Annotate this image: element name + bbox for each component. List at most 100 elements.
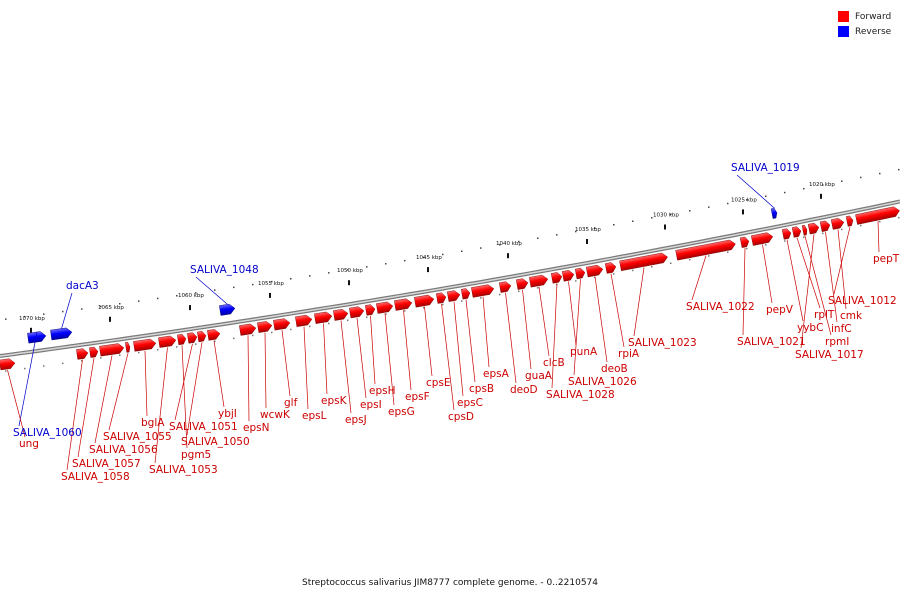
gene-label-deoD[interactable]: deoD	[510, 384, 538, 396]
gene-label-epsC[interactable]: epsC	[457, 397, 483, 409]
gene-arrow-glf[interactable]	[273, 318, 291, 331]
gene-arrow-rplT[interactable]	[791, 226, 802, 238]
gene-arrow-SALIVA_1019[interactable]	[770, 207, 778, 219]
gene-arrow-rpiA[interactable]	[604, 262, 617, 274]
gene-label-epsH[interactable]: epsH	[369, 385, 396, 397]
gene-label-cmk[interactable]: cmk	[840, 310, 863, 322]
gene-label-wcwK[interactable]: wcwK	[260, 409, 291, 421]
gene-label-SALIVA_1048[interactable]: SALIVA_1048	[190, 264, 259, 276]
gene-arrow-deoB[interactable]	[585, 264, 604, 278]
gene-label-epsL[interactable]: epsL	[302, 410, 327, 422]
gene-label-glf[interactable]: glf	[284, 397, 298, 409]
gene-label-infC[interactable]: infC	[831, 323, 852, 335]
gene-label-epsA[interactable]: epsA	[483, 368, 510, 380]
gene-label-epsG[interactable]: epsG	[388, 406, 415, 418]
gene-label-pgm5[interactable]: pgm5	[181, 449, 211, 461]
gene-label-SALIVA_1050[interactable]: SALIVA_1050	[181, 436, 250, 448]
gene-arrow-SALIVA_1017[interactable]	[807, 222, 820, 235]
gene-arrow-cpsE[interactable]	[414, 294, 435, 308]
gene-label-rpmI[interactable]: rpmI	[825, 336, 849, 348]
gene-label-SALIVA_1019[interactable]: SALIVA_1019	[731, 162, 800, 174]
gene-arrow-cpsB[interactable]	[460, 288, 471, 300]
gene-label-SALIVA_1017[interactable]: SALIVA_1017	[795, 349, 864, 361]
gene-label-SALIVA_1012[interactable]: SALIVA_1012	[828, 295, 897, 307]
gene-label-SALIVA_1056[interactable]: SALIVA_1056	[89, 444, 158, 456]
gene-arrow-cpsD[interactable]	[435, 292, 447, 304]
gene-label-rplT[interactable]: rplT	[814, 309, 835, 321]
gene-arrow-SALIVA_1057[interactable]	[89, 346, 99, 358]
gene-arrow-epsG[interactable]	[376, 301, 394, 314]
gene-arrow-epsK[interactable]	[314, 311, 333, 324]
gene-arrow-SALIVA_1058[interactable]	[76, 348, 89, 360]
gene-label-deoB[interactable]: deoB	[601, 363, 628, 375]
gene-arrow-SALIVA_1051[interactable]	[187, 332, 198, 344]
gene-label-epsF[interactable]: epsF	[405, 391, 430, 403]
gene-arrow-SALIVA_1026[interactable]	[574, 267, 586, 280]
gene-arrow-dacA3[interactable]	[50, 327, 73, 341]
gene-arrow-ybjI[interactable]	[207, 329, 221, 341]
gene-label-cpsE[interactable]: cpsE	[426, 377, 451, 389]
gene-arrow-epsL[interactable]	[295, 314, 313, 327]
gene-arrow-ung[interactable]	[0, 358, 16, 371]
gene-label-bglA[interactable]: bglA	[141, 417, 165, 429]
gene-arrow-cmk[interactable]	[830, 217, 845, 230]
gene-label-pepV[interactable]: pepV	[766, 304, 794, 316]
gene-arrow-epsN[interactable]	[239, 323, 257, 336]
gene-label-SALIVA_1060[interactable]: SALIVA_1060	[13, 427, 82, 439]
gene-label-epsI[interactable]: epsI	[360, 399, 382, 411]
gene-arrow-SALIVA_1023[interactable]	[619, 252, 668, 271]
gene-arrow-SALIVA_1050[interactable]	[197, 331, 207, 343]
gene-arrow-epsJ[interactable]	[333, 308, 349, 321]
gene-label-SALIVA_1026[interactable]: SALIVA_1026	[568, 376, 637, 388]
gene-label-SALIVA_1053[interactable]: SALIVA_1053	[149, 464, 218, 476]
gene-arrow-deoD[interactable]	[498, 281, 512, 293]
gene-label-rpiA[interactable]: rpiA	[618, 348, 640, 360]
gene-label-SALIVA_1058[interactable]: SALIVA_1058	[61, 471, 130, 483]
gene-arrow-clcB[interactable]	[529, 274, 549, 288]
gene-label-SALIVA_1022[interactable]: SALIVA_1022	[686, 301, 755, 313]
gene-arrow-infC[interactable]	[819, 220, 831, 232]
gene-arrow-SALIVA_1055[interactable]	[125, 341, 131, 353]
gene-arrow-pepT[interactable]	[855, 206, 900, 225]
gene-arrow-rpmI[interactable]	[801, 224, 808, 236]
gene-arrow-epsF[interactable]	[394, 298, 413, 311]
gene-arrow-SALIVA_1021[interactable]	[739, 236, 750, 248]
gene-arrow-epsH[interactable]	[365, 304, 376, 316]
gene-label-SALIVA_1051[interactable]: SALIVA_1051	[169, 421, 238, 433]
gene-label-cpsB[interactable]: cpsB	[469, 383, 494, 395]
gene-label-yybC[interactable]: yybC	[797, 322, 823, 334]
gene-label-pepT[interactable]: pepT	[873, 253, 900, 265]
gene-arrow-guaA[interactable]	[515, 278, 529, 290]
gene-arrow-SALIVA_1056[interactable]	[99, 343, 125, 357]
gene-arrow-SALIVA_1028[interactable]	[550, 272, 563, 284]
gene-label-epsK[interactable]: epsK	[321, 395, 348, 407]
gene-arrow-epsI[interactable]	[349, 306, 365, 319]
gene-label-punA[interactable]: punA	[570, 346, 598, 358]
gene-label-SALIVA_1021[interactable]: SALIVA_1021	[737, 336, 806, 348]
gene-arrow-bglA[interactable]	[133, 338, 157, 352]
gene-label-epsJ[interactable]: epsJ	[345, 414, 367, 426]
gene-label-SALIVA_1028[interactable]: SALIVA_1028	[546, 389, 615, 401]
gene-label-ung[interactable]: ung	[19, 438, 39, 450]
gene-label-epsN[interactable]: epsN	[243, 422, 269, 434]
gene-arrow-SALIVA_1012[interactable]	[845, 215, 854, 227]
gene-arrow-yybC[interactable]	[781, 228, 792, 240]
gene-arrow-punA[interactable]	[561, 269, 575, 282]
gene-label-clcB[interactable]: clcB	[543, 357, 565, 369]
gene-label-guaA[interactable]: guaA	[525, 370, 553, 382]
gene-arrow-pepV[interactable]	[750, 232, 774, 246]
gene-arrow-wcwK[interactable]	[257, 321, 273, 333]
gene-arrow-SALIVA_1060[interactable]	[27, 331, 47, 344]
gene-arrow-SALIVA_1022[interactable]	[675, 239, 737, 261]
gene-label-SALIVA_1057[interactable]: SALIVA_1057	[72, 458, 141, 470]
gene-label-cpsD[interactable]: cpsD	[448, 411, 474, 423]
gene-arrow-SALIVA_1048[interactable]	[219, 303, 236, 316]
gene-label-dacA3[interactable]: dacA3	[66, 280, 99, 292]
gene-label-ybjI[interactable]: ybjI	[218, 408, 237, 420]
gene-arrow-epsA[interactable]	[471, 284, 495, 298]
gene-arrow-SALIVA_1053[interactable]	[158, 335, 177, 348]
gene-label-SALIVA_1023[interactable]: SALIVA_1023	[628, 337, 697, 349]
gene-arrow-epsC[interactable]	[447, 290, 461, 302]
gene-arrow-pgm5[interactable]	[177, 334, 187, 346]
gene-label-SALIVA_1055[interactable]: SALIVA_1055	[103, 431, 172, 443]
